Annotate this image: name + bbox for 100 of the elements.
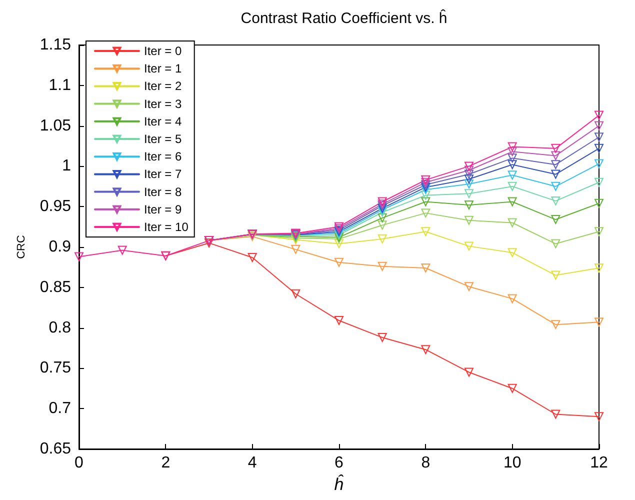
point [421, 175, 430, 184]
point [508, 142, 517, 152]
x-tick-label: 8 [421, 454, 430, 472]
legend-label: Iter = 9 [144, 202, 182, 216]
point [421, 227, 430, 236]
point [378, 332, 387, 342]
point [551, 196, 560, 206]
legend-label: Iter = 3 [144, 96, 182, 111]
point [508, 170, 517, 180]
point [594, 144, 604, 153]
point [378, 197, 387, 206]
point [464, 162, 474, 171]
point [508, 248, 517, 258]
point [421, 180, 430, 190]
legend-label: Iter = 10 [144, 220, 189, 234]
point [508, 147, 517, 156]
point [378, 262, 387, 271]
point [508, 154, 517, 163]
point [551, 320, 560, 330]
point [508, 182, 517, 191]
point [551, 182, 560, 191]
y-tick-label: 1.1 [48, 76, 72, 94]
point [551, 270, 560, 280]
point [248, 253, 257, 262]
point [594, 264, 604, 273]
point [464, 368, 474, 377]
point [378, 213, 387, 222]
y-tick-label: 0.7 [48, 400, 72, 418]
point [594, 110, 604, 120]
y-tick-label: 0.85 [40, 278, 72, 296]
point [291, 244, 300, 254]
point [421, 208, 430, 218]
legend-label: Iter = 4 [144, 114, 182, 128]
x-tick-label: 10 [503, 454, 522, 472]
point [421, 182, 430, 192]
point [551, 410, 560, 419]
point [464, 170, 474, 179]
y-tick-label: 0.8 [48, 319, 72, 336]
point [464, 200, 474, 210]
y-axis-title: CRC [16, 235, 28, 259]
point [594, 227, 604, 236]
point [464, 242, 474, 251]
point [334, 239, 344, 248]
x-tick-label: 4 [248, 454, 257, 472]
y-tick-label: 0.9 [48, 238, 72, 256]
point [464, 179, 474, 188]
point [421, 345, 430, 354]
point [508, 197, 517, 206]
point [508, 294, 517, 304]
point [551, 144, 560, 153]
point [334, 316, 344, 326]
point [378, 220, 387, 230]
point [508, 384, 517, 393]
point [421, 197, 430, 206]
x-tick-label: 0 [74, 454, 84, 472]
point [74, 252, 84, 262]
point [594, 318, 604, 327]
point [594, 178, 604, 187]
point [551, 160, 560, 170]
legend-label: Iter = 7 [144, 167, 182, 182]
point [594, 132, 604, 142]
point [594, 412, 604, 422]
point [421, 190, 430, 200]
point [464, 282, 474, 292]
point [594, 121, 604, 130]
y-tick-label: 0.95 [40, 198, 72, 216]
point [464, 166, 474, 175]
legend-label: Iter = 1 [144, 62, 182, 76]
point [378, 234, 387, 244]
legend-label: Iter = 0 [144, 44, 182, 58]
point [551, 170, 560, 179]
point [551, 215, 560, 224]
point [291, 289, 300, 298]
point [118, 246, 127, 255]
y-tick-label: 0.75 [40, 360, 72, 377]
point [378, 208, 387, 217]
point [594, 198, 604, 208]
point [508, 218, 517, 228]
point [551, 151, 560, 160]
x-tick-label: 2 [161, 454, 170, 472]
point [421, 178, 430, 187]
point [421, 185, 430, 194]
point [464, 189, 474, 198]
y-tick-label: 1.05 [40, 117, 72, 134]
point [334, 258, 344, 267]
x-tick-label: 12 [590, 454, 608, 472]
legend-label: Iter = 5 [144, 132, 182, 146]
chart-title: Contrast Ratio Coefficient vs. ĥ [240, 9, 448, 27]
point [508, 160, 517, 170]
point [464, 216, 474, 225]
y-tick-label: 0.65 [40, 440, 72, 458]
legend-label: Iter = 8 [144, 184, 182, 199]
point [421, 264, 430, 273]
point [551, 239, 560, 248]
x-axis-title: ĥ [334, 474, 344, 494]
legend-label: Iter = 2 [144, 79, 182, 94]
y-tick-label: 1.15 [40, 36, 72, 54]
y-tick-label: 1 [62, 158, 72, 175]
point [594, 159, 604, 168]
legend-label: Iter = 6 [144, 150, 182, 164]
